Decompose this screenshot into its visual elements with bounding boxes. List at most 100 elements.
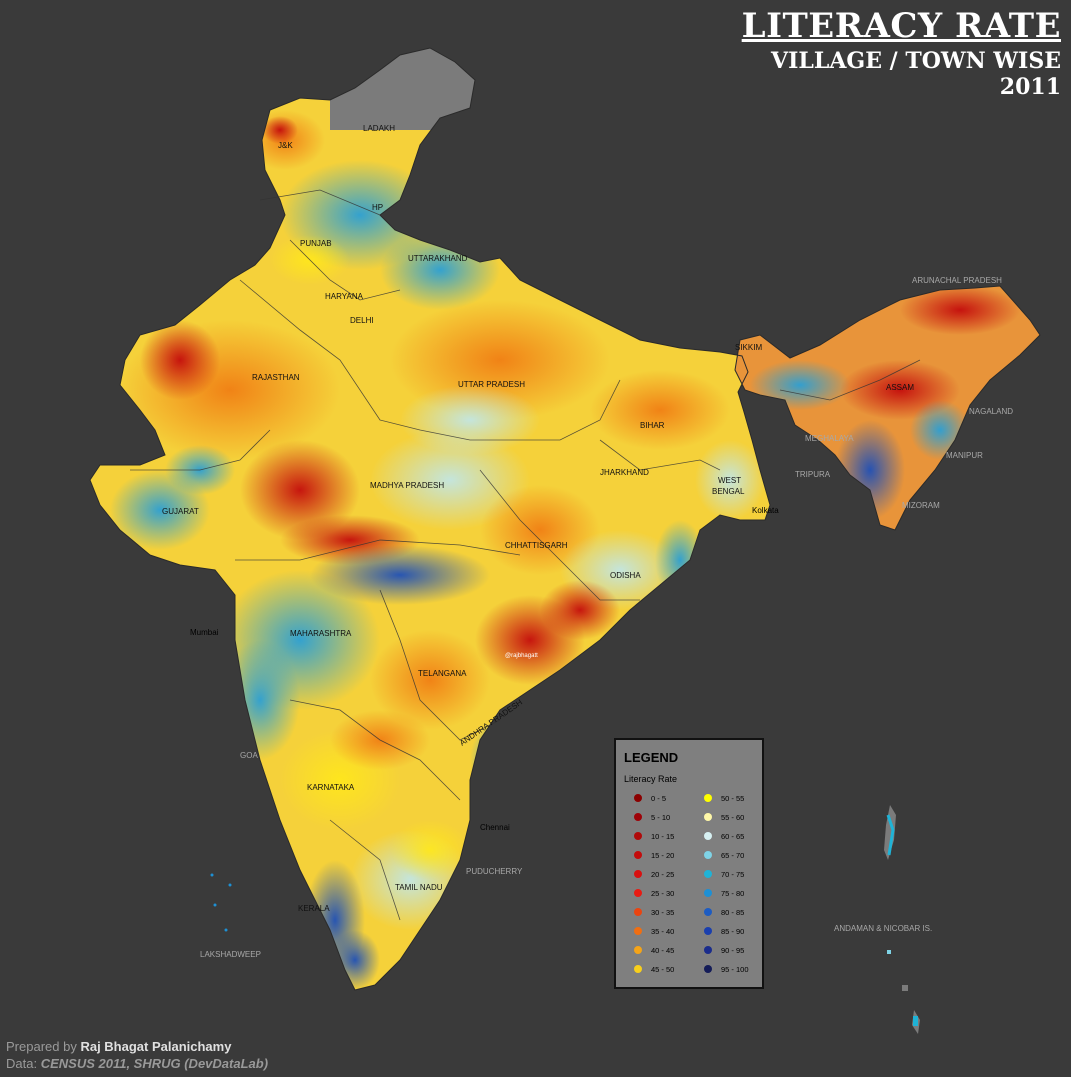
label-jharkhand: JHARKHAND	[600, 468, 649, 477]
legend-item: 15 - 20	[634, 849, 674, 861]
legend-item-label: 75 - 80	[721, 888, 745, 898]
map-year: 2011	[999, 74, 1061, 100]
city-kolkata: Kolkata	[752, 506, 779, 515]
legend-item-label: 10 - 15	[651, 831, 675, 841]
legend-item: 55 - 60	[704, 811, 744, 823]
legend-item: 30 - 35	[634, 906, 674, 918]
legend-dot-icon	[634, 965, 642, 973]
andaman-islands	[884, 805, 920, 1034]
map-subtitle: VILLAGE / TOWN WISE	[771, 48, 1061, 74]
label-lakshadweep: LAKSHADWEEP	[200, 950, 261, 959]
legend-title: LEGEND	[624, 750, 679, 765]
legend-item-label: 40 - 45	[651, 945, 675, 955]
legend-dot-icon	[634, 889, 642, 897]
legend-item: 60 - 65	[704, 830, 744, 842]
label-west-bengal-1: WEST	[718, 476, 741, 485]
legend-item-label: 20 - 25	[651, 869, 675, 879]
state-borders	[130, 189, 921, 921]
label-nagaland: NAGALAND	[969, 407, 1013, 416]
credits-data-prefix: Data:	[6, 1056, 38, 1071]
legend-item-label: 25 - 30	[651, 888, 675, 898]
legend-item-label: 90 - 95	[721, 945, 745, 955]
legend-item-label: 35 - 40	[651, 926, 675, 936]
legend-item: 95 - 100	[704, 963, 749, 975]
legend-item-label: 50 - 55	[721, 793, 745, 803]
label-karnataka: KARNATAKA	[307, 783, 355, 792]
legend-item-label: 65 - 70	[721, 850, 745, 860]
legend-item: 10 - 15	[634, 830, 674, 842]
label-goa: GOA	[240, 751, 258, 760]
label-uttar-pradesh: UTTAR PRADESH	[458, 380, 525, 389]
legend-dot-icon	[634, 794, 642, 802]
label-meghalaya: MEGHALAYA	[805, 434, 854, 443]
legend-dot-icon	[704, 965, 712, 973]
label-chhattisgarh: CHHATTISGARH	[505, 541, 568, 550]
label-gujarat: GUJARAT	[162, 507, 199, 516]
legend-item-label: 0 - 5	[651, 793, 667, 803]
label-bihar: BIHAR	[640, 421, 665, 430]
legend-dot-icon	[634, 927, 642, 935]
legend-item-label: 5 - 10	[651, 812, 671, 822]
label-delhi: DELHI	[350, 316, 374, 325]
legend-item: 65 - 70	[704, 849, 744, 861]
legend-subtitle: Literacy Rate	[624, 774, 678, 784]
legend-item: 75 - 80	[704, 887, 744, 899]
legend-item-label: 15 - 20	[651, 850, 675, 860]
label-haryana: HARYANA	[325, 292, 364, 301]
label-odisha: ODISHA	[610, 571, 641, 580]
legend-item: 5 - 10	[634, 811, 670, 823]
legend-item: 25 - 30	[634, 887, 674, 899]
label-rajasthan: RAJASTHAN	[252, 373, 300, 382]
legend-dot-icon	[634, 832, 642, 840]
label-maharashtra: MAHARASHTRA	[290, 629, 352, 638]
label-punjab: PUNJAB	[300, 239, 332, 248]
legend-dot-icon	[704, 851, 712, 859]
legend-dot-icon	[704, 870, 712, 878]
credits: Prepared by Raj Bhagat Palanichamy Data:…	[6, 1038, 268, 1072]
legend-dot-icon	[704, 832, 712, 840]
legend-item-label: 85 - 90	[721, 926, 745, 936]
legend-item-label: 60 - 65	[721, 831, 745, 841]
city-chennai: Chennai	[480, 823, 510, 832]
label-kerala: KERALA	[298, 904, 330, 913]
legend-dot-icon	[704, 813, 712, 821]
legend-item: 80 - 85	[704, 906, 744, 918]
legend-dot-icon	[634, 908, 642, 916]
legend-dot-icon	[704, 927, 712, 935]
legend-item: 20 - 25	[634, 868, 674, 880]
legend-item: 70 - 75	[704, 868, 744, 880]
credits-author: Raj Bhagat Palanichamy	[80, 1039, 232, 1054]
legend-item: 85 - 90	[704, 925, 744, 937]
credits-prepared-prefix: Prepared by	[6, 1039, 77, 1054]
map-title-block: LITERACY RATE VILLAGE / TOWN WISE 2011	[742, 6, 1061, 100]
label-ladakh: LADAKH	[363, 124, 395, 133]
legend-item: 45 - 50	[634, 963, 674, 975]
label-hp: HP	[372, 203, 383, 212]
label-assam: ASSAM	[886, 383, 914, 392]
legend-item: 40 - 45	[634, 944, 674, 956]
label-mizoram: MIZORAM	[902, 501, 940, 510]
legend-dot-icon	[634, 870, 642, 878]
legend-dot-icon	[704, 908, 712, 916]
label-west-bengal-2: BENGAL	[712, 487, 745, 496]
lakshadweep-islands	[210, 873, 232, 932]
label-manipur: MANIPUR	[946, 451, 983, 460]
label-jk: J&K	[278, 141, 293, 150]
label-tripura: TRIPURA	[795, 470, 831, 479]
legend-item-label: 95 - 100	[721, 964, 749, 974]
label-uttarakhand: UTTARAKHAND	[408, 254, 468, 263]
legend-item: 0 - 5	[634, 792, 666, 804]
credits-data: Data: CENSUS 2011, SHRUG (DevDataLab)	[6, 1055, 268, 1072]
label-madhya-pradesh: MADHYA PRADESH	[370, 481, 444, 490]
city-labels: Mumbai Kolkata Chennai	[190, 506, 779, 832]
legend-dot-icon	[704, 889, 712, 897]
legend-item-label: 70 - 75	[721, 869, 745, 879]
legend-item: 90 - 95	[704, 944, 744, 956]
label-tamil-nadu: TAMIL NADU	[395, 883, 443, 892]
legend-item: 50 - 55	[704, 792, 744, 804]
label-arunachal-pradesh: ARUNACHAL PRADESH	[912, 276, 1002, 285]
legend-panel: LEGEND Literacy Rate 0 - 5 5 - 10 10 - 15 1…	[614, 738, 764, 989]
label-sikkim: SIKKIM	[735, 343, 762, 352]
city-mumbai: Mumbai	[190, 628, 219, 637]
